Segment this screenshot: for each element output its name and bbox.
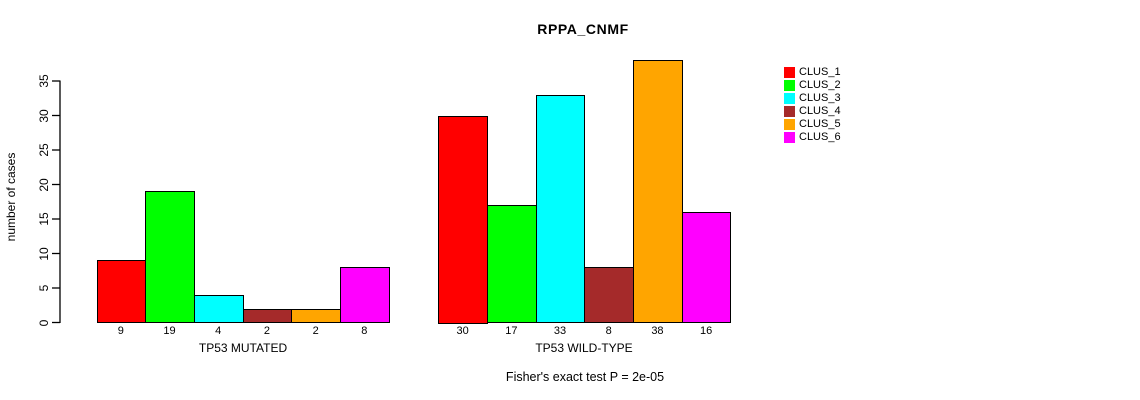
legend-swatch-icon [784, 119, 795, 130]
group-label-tp53-wild-type: TP53 WILD-TYPE [535, 341, 633, 355]
bar-clus_3-group2 [535, 94, 586, 324]
legend-swatch-icon [784, 132, 795, 143]
legend-item-clus_6: CLUS_6 [784, 131, 894, 144]
bar-clus_4-group2 [584, 267, 635, 324]
legend-item-clus_2: CLUS_2 [784, 79, 894, 92]
legend-swatch-icon [784, 67, 795, 78]
legend-label: CLUS_6 [799, 131, 841, 143]
bar-value-label: 16 [700, 325, 713, 337]
bar-value-label: 8 [361, 325, 368, 337]
y-axis-tick-label: 25 [37, 143, 51, 157]
bar-clus_2-group2 [487, 205, 537, 324]
bar-clus_5-group2 [633, 60, 683, 324]
y-axis-tick-label: 35 [37, 74, 51, 88]
legend-item-clus_5: CLUS_5 [784, 118, 894, 131]
bar-clus_1-group1 [96, 260, 147, 324]
bar-value-label: 8 [605, 325, 612, 337]
bar-value-label: 33 [553, 325, 567, 337]
y-axis-tick-label: 10 [37, 246, 51, 261]
bar-value-label: 19 [163, 325, 176, 337]
bar-clus_6-group1 [340, 267, 390, 324]
bar-clus_1-group2 [438, 115, 488, 324]
legend-swatch-icon [784, 106, 795, 117]
bar-value-label: 17 [505, 325, 518, 337]
legend-label: CLUS_2 [799, 79, 841, 91]
legend-item-clus_3: CLUS_3 [784, 92, 894, 105]
y-axis-tick-label: 30 [37, 108, 51, 123]
bar-clus_3-group1 [193, 294, 244, 324]
bar-value-label: 2 [263, 325, 270, 337]
y-axis-tick-label: 20 [37, 177, 51, 192]
legend-label: CLUS_1 [799, 66, 841, 78]
y-axis-tick-label: 5 [37, 284, 51, 292]
bar-value-label: 30 [456, 325, 469, 337]
stat-annotation: Fisher's exact test P = 2e-05 [505, 370, 665, 384]
legend-swatch-icon [784, 80, 795, 91]
bar-value-label: 4 [215, 325, 222, 337]
legend-label: CLUS_4 [799, 105, 841, 117]
chart-title: RPPA_CNMF [537, 21, 629, 37]
bar-value-label: 9 [117, 325, 124, 337]
legend-label: CLUS_5 [799, 118, 841, 130]
group-label-tp53-mutated: TP53 MUTATED [198, 341, 288, 355]
legend-label: CLUS_3 [799, 92, 841, 104]
bar-clus_2-group1 [145, 191, 195, 324]
legend-item-clus_1: CLUS_1 [784, 66, 894, 79]
legend-item-clus_4: CLUS_4 [784, 105, 894, 118]
bar-value-label: 38 [651, 325, 664, 337]
y-axis-tick-label: 15 [37, 212, 51, 226]
bar-clus_4-group1 [242, 308, 293, 324]
bar-clus_6-group2 [681, 212, 732, 324]
y-axis-tick-label: 0 [37, 319, 51, 326]
legend-swatch-icon [784, 93, 795, 104]
bar-clus_5-group1 [291, 308, 341, 324]
bar-value-label: 2 [312, 325, 319, 337]
